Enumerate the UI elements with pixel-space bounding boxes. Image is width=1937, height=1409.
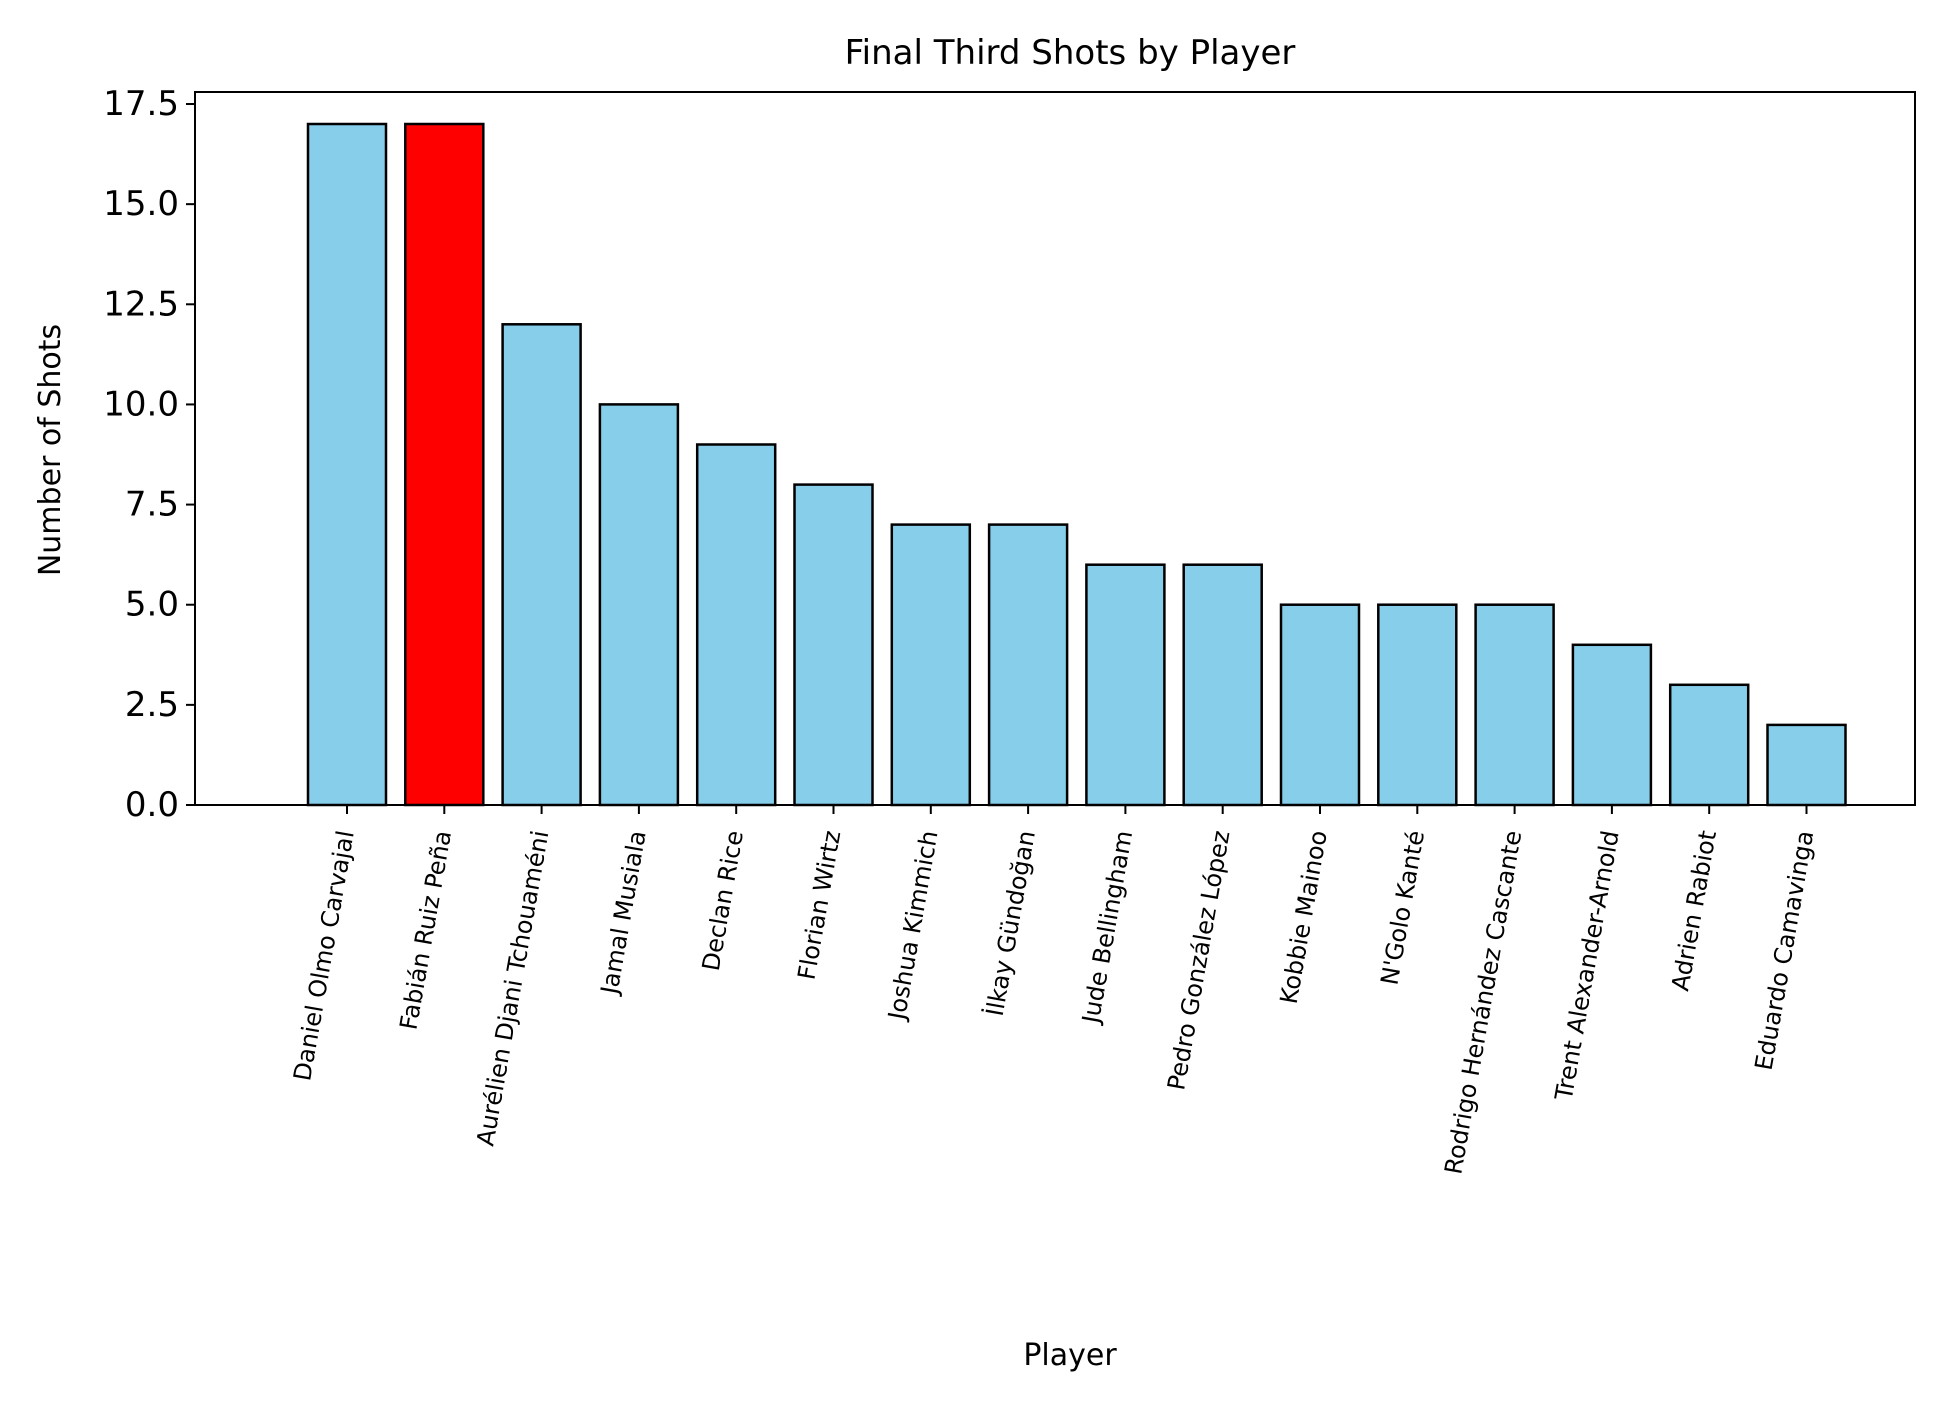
bars-group bbox=[306, 122, 1847, 807]
y-axis-label: Number of Shots bbox=[33, 324, 68, 576]
x-tick-label: Florian Wirtz bbox=[793, 828, 847, 982]
plot-area-frame bbox=[194, 91, 1916, 806]
y-tick-label: 10.0 bbox=[103, 384, 179, 424]
bar-10 bbox=[1279, 603, 1361, 807]
x-tick-label: Declan Rice bbox=[697, 828, 749, 973]
x-tick-label: İlkay Gündoğan bbox=[980, 828, 1041, 1018]
bar-14 bbox=[1668, 683, 1750, 807]
x-tick-label: Jamal Musiala bbox=[595, 828, 652, 998]
x-axis-label: Player bbox=[1023, 1338, 1117, 1373]
bar-1 bbox=[404, 122, 485, 807]
x-tick-label: Joshua Kimmich bbox=[882, 828, 943, 1023]
bar-6 bbox=[890, 523, 972, 807]
x-tick-label: Eduardo Camavinga bbox=[1750, 828, 1820, 1072]
bar-12 bbox=[1474, 603, 1555, 807]
bar-0 bbox=[306, 122, 388, 807]
x-tick-label: Pedro González López bbox=[1162, 828, 1235, 1092]
x-tick-label: N'Golo Kanté bbox=[1375, 828, 1430, 987]
bar-15 bbox=[1766, 723, 1847, 807]
x-tick-label: Fabián Ruiz Peña bbox=[394, 828, 457, 1032]
y-ticks-group: 0.0 2.5 5.0 7.5 10.0 12.5 15.0 17.5 bbox=[103, 84, 195, 825]
bar-3 bbox=[598, 403, 680, 807]
bar-7 bbox=[987, 523, 1069, 807]
x-ticks-group: Daniel Olmo Carvajal Fabián Ruiz Peña Auré… bbox=[288, 805, 1819, 1176]
bar-5 bbox=[793, 483, 874, 807]
x-tick-label: Jude Bellingham bbox=[1076, 828, 1138, 1027]
x-tick-label: Adrien Rabiot bbox=[1666, 828, 1722, 993]
y-tick-label: 17.5 bbox=[103, 84, 179, 124]
y-tick-label: 15.0 bbox=[103, 184, 179, 224]
bar-13 bbox=[1571, 643, 1653, 807]
bar-2 bbox=[501, 323, 582, 807]
chart-title: Final Third Shots by Player bbox=[845, 33, 1296, 73]
bar-11 bbox=[1377, 603, 1458, 807]
x-tick-label: Rodrigo Hernández Cascante bbox=[1439, 828, 1527, 1176]
bar-8 bbox=[1085, 563, 1166, 807]
y-tick-label: 7.5 bbox=[125, 485, 179, 525]
y-tick-label: 0.0 bbox=[125, 785, 179, 825]
x-tick-label: Trent Alexander-Arnold bbox=[1550, 828, 1625, 1103]
y-tick-label: 5.0 bbox=[125, 585, 179, 625]
x-tick-label: Daniel Olmo Carvajal bbox=[288, 828, 360, 1083]
bar-4 bbox=[695, 443, 777, 807]
bar-9 bbox=[1182, 563, 1263, 807]
x-tick-label: Kobbie Mainoo bbox=[1275, 828, 1333, 1006]
y-tick-label: 2.5 bbox=[125, 685, 179, 725]
x-tick-label: Aurélien Djani Tchouaméni bbox=[471, 828, 554, 1148]
y-tick-label: 12.5 bbox=[103, 284, 179, 324]
